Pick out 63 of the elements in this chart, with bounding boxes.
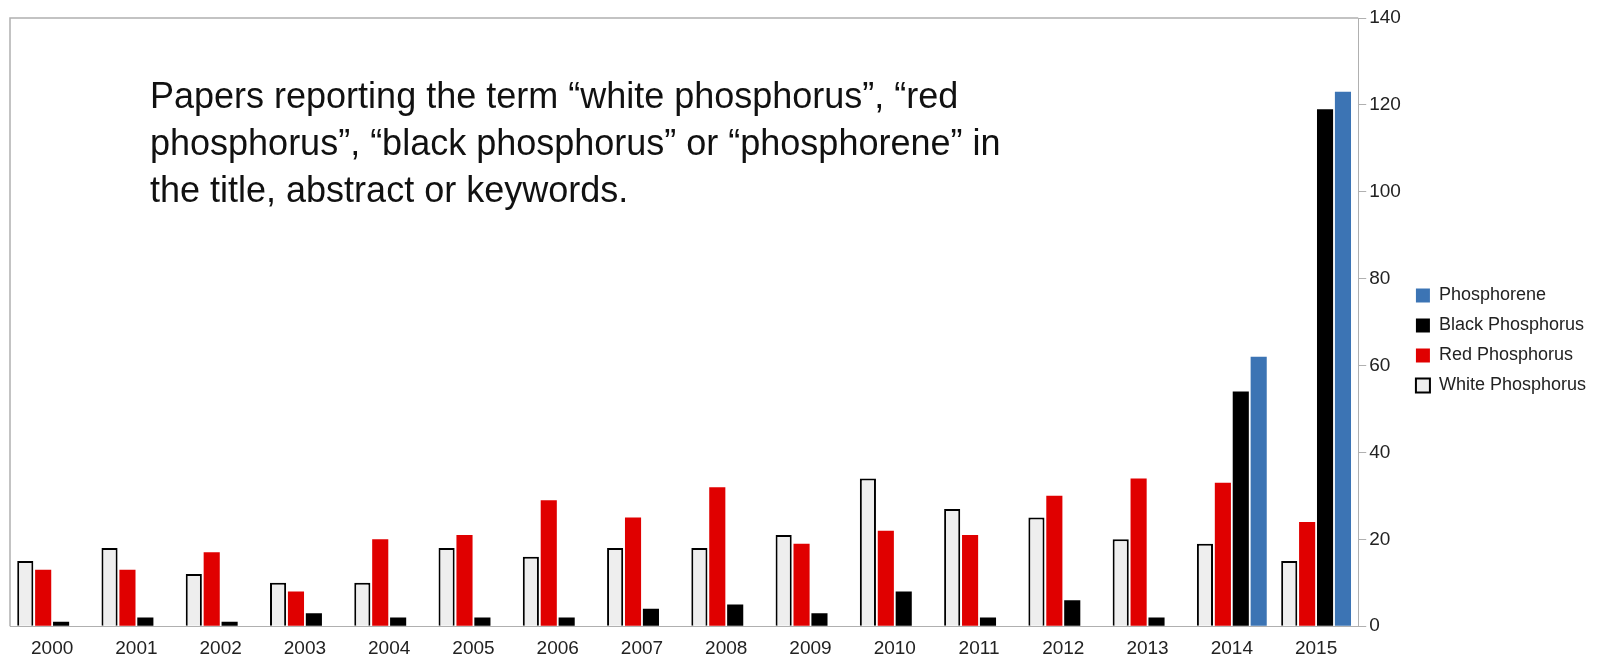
- bar: [287, 591, 305, 626]
- y-tick-label: 120: [1369, 93, 1401, 115]
- bar: [979, 617, 997, 626]
- y-tick-label: 100: [1369, 180, 1401, 202]
- y-tick-label: 0: [1369, 614, 1380, 636]
- bar: [1299, 521, 1316, 626]
- bar: [456, 534, 473, 626]
- x-tick-label: 2012: [1042, 636, 1085, 658]
- legend-label: Phosphorene: [1438, 284, 1547, 305]
- bar: [642, 608, 659, 626]
- bar: [895, 591, 912, 626]
- x-tick-label: 2014: [1210, 636, 1254, 658]
- bar: [709, 487, 726, 626]
- bar: [793, 543, 810, 626]
- x-tick-label: 2008: [705, 636, 748, 658]
- bar: [53, 621, 70, 626]
- bar: [203, 552, 220, 626]
- bar: [1130, 478, 1147, 626]
- x-tick-label: 2005: [452, 636, 495, 658]
- x-tick-label: 2001: [115, 636, 158, 658]
- bar: [137, 617, 154, 626]
- annotation: Papers reporting the term “white phosphorus”, “red phosphorus”, “black phosphorus” or “phosphorene” in the title, abstract or keywords.: [150, 74, 1002, 212]
- y-tick-label: 60: [1369, 353, 1391, 375]
- x-tick-label: 2004: [368, 636, 411, 658]
- legend-label: White Phosphorus: [1438, 374, 1586, 395]
- x-tick-label: 2000: [30, 636, 74, 658]
- bar: [811, 613, 828, 626]
- bar: [1064, 600, 1081, 626]
- x-tick-label: 2007: [620, 636, 664, 658]
- y-tick-label: 40: [1369, 440, 1391, 462]
- bar: [727, 604, 744, 626]
- bar: [1232, 391, 1249, 626]
- bar: [558, 617, 575, 626]
- bar: [119, 569, 136, 626]
- x-tick-label: 2010: [873, 636, 916, 658]
- bar: [877, 530, 894, 626]
- bar: [1334, 91, 1352, 626]
- bar: [305, 613, 322, 626]
- bar: [962, 534, 979, 626]
- bar: [1148, 617, 1165, 626]
- x-tick-label: 2013: [1126, 636, 1169, 658]
- bar: [474, 617, 491, 626]
- y-tick-label: 140: [1369, 6, 1401, 28]
- y-tick-label: 20: [1369, 527, 1391, 549]
- x-tick-label: 2009: [789, 636, 832, 658]
- x-tick-label: 2003: [283, 636, 327, 658]
- x-tick-label: 2006: [536, 636, 579, 658]
- legend-label: Black Phosphorus: [1438, 314, 1585, 335]
- x-tick-label: 2002: [199, 636, 242, 658]
- x-tick-label: 2011: [958, 636, 1000, 658]
- legend-label: Red Phosphorus: [1438, 344, 1574, 365]
- bar: [540, 500, 557, 626]
- bar: [1214, 482, 1231, 626]
- x-tick-label: 2015: [1294, 636, 1338, 658]
- bar: [390, 617, 407, 626]
- bar: [624, 517, 642, 626]
- bar: [1046, 495, 1063, 626]
- bar: [35, 569, 52, 626]
- bar: [372, 539, 389, 626]
- y-tick-label: 80: [1369, 266, 1391, 288]
- bar: [221, 621, 238, 626]
- bar: [1250, 356, 1267, 626]
- bar: [1316, 109, 1334, 626]
